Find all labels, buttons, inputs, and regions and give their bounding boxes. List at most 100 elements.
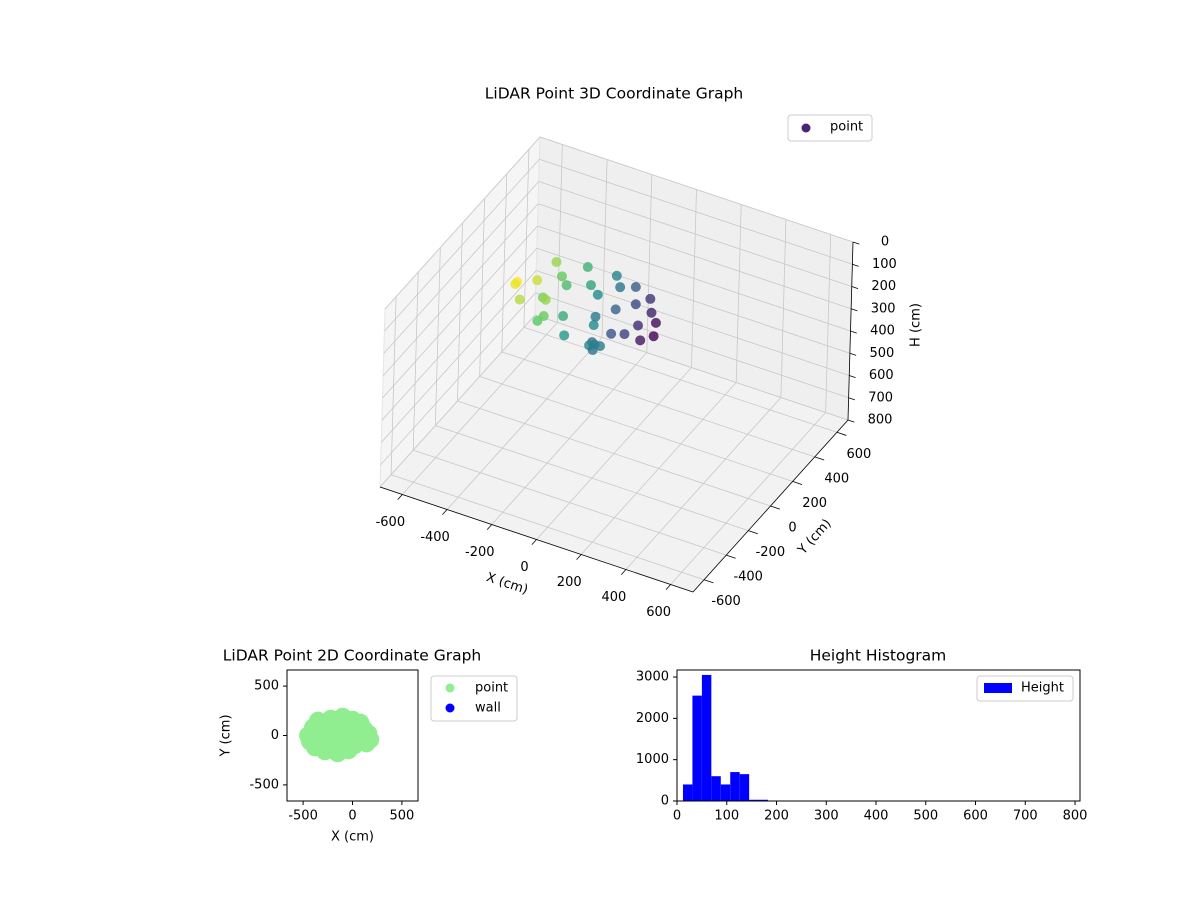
legend-label: wall bbox=[475, 701, 501, 716]
z-tick-label: 200 bbox=[871, 279, 896, 294]
grid-line bbox=[413, 449, 727, 556]
legend-marker bbox=[801, 123, 811, 133]
point bbox=[561, 280, 572, 291]
point bbox=[648, 331, 659, 342]
point bbox=[538, 310, 549, 321]
tick-mark bbox=[852, 241, 860, 245]
x-tick-label: -600 bbox=[376, 515, 406, 530]
y-tick-label: 200 bbox=[802, 496, 827, 511]
y-axis-label: Y (cm) bbox=[219, 714, 234, 757]
tick-mark bbox=[748, 530, 758, 535]
point bbox=[645, 293, 656, 304]
tick-mark bbox=[397, 494, 403, 500]
x-tick-label: 400 bbox=[864, 809, 889, 824]
grid-line bbox=[537, 225, 851, 332]
tick-mark bbox=[531, 539, 537, 545]
tick-mark bbox=[847, 419, 855, 423]
y-tick-label: 0 bbox=[271, 728, 279, 743]
point bbox=[590, 311, 601, 322]
bar bbox=[701, 674, 712, 801]
point bbox=[361, 730, 380, 749]
legend-label: Height bbox=[1021, 681, 1064, 696]
z-tick-label: 800 bbox=[868, 413, 893, 428]
grid-line bbox=[479, 376, 793, 482]
y-tick-label: -400 bbox=[733, 570, 763, 585]
x-tick-label: -400 bbox=[420, 530, 450, 545]
point bbox=[532, 275, 543, 286]
x-tick-label: 0 bbox=[520, 560, 528, 575]
grid-line bbox=[534, 314, 849, 421]
point bbox=[592, 289, 603, 300]
y-tick-label: 3000 bbox=[636, 670, 669, 685]
point bbox=[510, 278, 521, 289]
z-tick-label: 400 bbox=[870, 324, 895, 339]
y-tick-label: 600 bbox=[847, 447, 872, 462]
grid-line bbox=[384, 158, 540, 332]
point bbox=[630, 299, 641, 310]
x-tick-label: 600 bbox=[646, 605, 671, 620]
grid-line bbox=[538, 181, 852, 287]
x-tick-label: 600 bbox=[963, 809, 988, 824]
y-tick-label: 0 bbox=[788, 521, 796, 536]
point bbox=[630, 281, 641, 292]
point bbox=[635, 335, 646, 346]
z-tick-label: 300 bbox=[871, 301, 896, 316]
tick-mark bbox=[770, 505, 781, 510]
point bbox=[558, 311, 569, 322]
y-tick-label: 1000 bbox=[636, 752, 669, 767]
point bbox=[559, 330, 570, 341]
x-tick-label: 200 bbox=[764, 809, 789, 824]
grid-line bbox=[390, 474, 705, 581]
point bbox=[650, 317, 661, 328]
tick-mark bbox=[849, 375, 856, 378]
tick-mark bbox=[703, 579, 714, 584]
tick-mark bbox=[486, 524, 493, 530]
x-tick-label: 500 bbox=[389, 809, 414, 824]
y-tick-label: 500 bbox=[254, 679, 279, 694]
grid-line bbox=[384, 136, 541, 310]
grid-line bbox=[539, 136, 854, 243]
tick-mark bbox=[851, 286, 859, 289]
bar bbox=[730, 772, 740, 801]
chart-title: LiDAR Point 2D Coordinate Graph bbox=[223, 647, 481, 665]
tick-mark bbox=[814, 456, 825, 461]
z-axis-label: H (cm) bbox=[909, 303, 924, 347]
y-tick-label: 400 bbox=[824, 471, 849, 486]
tick-mark bbox=[726, 554, 736, 559]
y-axis-line bbox=[692, 419, 849, 593]
point bbox=[619, 329, 630, 340]
legend-box bbox=[976, 675, 1074, 702]
tick-mark bbox=[620, 569, 627, 575]
bar bbox=[711, 776, 721, 801]
point bbox=[582, 262, 593, 273]
legend-swatch bbox=[984, 683, 1012, 693]
x-tick-label: 0 bbox=[348, 809, 356, 824]
point bbox=[514, 294, 525, 305]
point bbox=[308, 720, 327, 739]
point bbox=[585, 280, 596, 291]
z-tick-label: 500 bbox=[869, 346, 894, 361]
x-tick-label: 0 bbox=[673, 809, 681, 824]
chart-title: LiDAR Point 3D Coordinate Graph bbox=[485, 85, 743, 103]
z-tick-label: 700 bbox=[868, 390, 893, 405]
x-axis-line bbox=[379, 486, 694, 593]
point bbox=[606, 328, 617, 339]
grid-line bbox=[457, 400, 771, 507]
bar bbox=[739, 774, 750, 801]
x-tick-label: 100 bbox=[714, 809, 739, 824]
y-tick-label: 2000 bbox=[636, 711, 669, 726]
x-axis-label: X (cm) bbox=[331, 830, 374, 845]
point bbox=[540, 294, 551, 305]
legend-box bbox=[787, 114, 873, 142]
grid-line bbox=[537, 203, 852, 310]
bar bbox=[682, 784, 693, 801]
grid-line bbox=[379, 314, 536, 488]
z-tick-label: 0 bbox=[881, 235, 889, 250]
z-axis-line bbox=[847, 241, 854, 421]
grid-line bbox=[383, 181, 540, 354]
point bbox=[557, 271, 567, 282]
tick-mark bbox=[792, 481, 803, 485]
x-tick-label: 700 bbox=[1013, 809, 1038, 824]
x-tick-label: 300 bbox=[814, 809, 839, 824]
tick-mark bbox=[852, 263, 859, 267]
